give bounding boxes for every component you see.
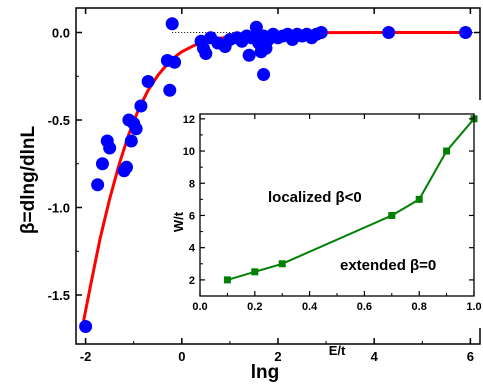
- inset-data-point: [443, 147, 451, 155]
- main-y-tick-label: -0.5: [48, 113, 70, 128]
- inset-x-tick-label: 0.2: [247, 301, 262, 313]
- data-point: [79, 320, 93, 333]
- inset-background: [168, 100, 482, 328]
- inset-y-axis-title: W/t: [171, 211, 186, 232]
- inset-data-point: [415, 195, 423, 203]
- inset-y-tick-label: 8: [189, 178, 195, 190]
- data-point: [124, 134, 138, 148]
- main-x-tick-label: -2: [80, 349, 92, 364]
- data-point: [459, 26, 473, 39]
- main-x-tick-label: 0: [178, 349, 185, 364]
- main-x-axis-title: lng: [251, 362, 280, 383]
- data-point: [103, 141, 117, 155]
- data-point: [168, 55, 182, 69]
- main-y-axis-title: β=dlng/dlnL: [18, 126, 39, 235]
- data-point: [129, 122, 143, 136]
- inset-data-point: [251, 268, 259, 276]
- main-x-tick-label: 6: [467, 349, 474, 364]
- annotation-extended: extended β=0: [340, 257, 436, 274]
- inset-data-point: [223, 276, 231, 284]
- data-point: [95, 157, 109, 171]
- main-y-tick-label: -1.0: [48, 201, 70, 216]
- data-point: [134, 99, 148, 113]
- annotation-localized: localized β<0: [268, 189, 362, 206]
- inset-x-tick-label: 0.8: [412, 301, 427, 313]
- scatter-points-group: [79, 17, 473, 333]
- inset-y-tick-label: 6: [189, 210, 195, 222]
- main-y-tick-label: -1.5: [48, 288, 70, 303]
- inset-y-tick-label: 4: [189, 243, 196, 255]
- inset-x-tick-label: 0.6: [357, 301, 372, 313]
- data-point: [382, 26, 396, 39]
- data-point: [242, 48, 256, 62]
- inset-data-point: [278, 260, 286, 268]
- inset-x-tick-label: 0.4: [302, 301, 318, 313]
- data-point: [91, 178, 105, 192]
- main-x-tick-label: 2: [274, 349, 281, 364]
- inset-axes: 0.0 0.2 0.4 0.6 0.8 1.0 2 4 6 8 10 12: [183, 113, 482, 313]
- inset-x-tick-label: 1.0: [466, 301, 481, 313]
- inset-y-tick-label: 12: [183, 114, 195, 126]
- data-point: [165, 17, 179, 31]
- data-point: [249, 20, 263, 34]
- inset-chart: 0.0 0.2 0.4 0.6 0.8 1.0 2 4 6 8 10 12 E/t W/t local…: [168, 100, 482, 358]
- data-point: [120, 160, 133, 174]
- inset-y-tick-label: 10: [183, 146, 195, 158]
- data-point: [141, 75, 155, 88]
- data-point: [314, 26, 328, 39]
- main-y-tick-label: 0.0: [52, 26, 70, 41]
- inset-y-tick-label: 2: [189, 275, 195, 287]
- data-point: [199, 47, 213, 60]
- data-point: [163, 83, 177, 97]
- data-point: [257, 68, 271, 81]
- inset-data-point: [388, 211, 396, 219]
- main-x-tick-label: 4: [371, 349, 379, 364]
- inset-x-tick-label: 0.0: [192, 301, 207, 313]
- inset-x-axis-title: E/t: [329, 343, 346, 358]
